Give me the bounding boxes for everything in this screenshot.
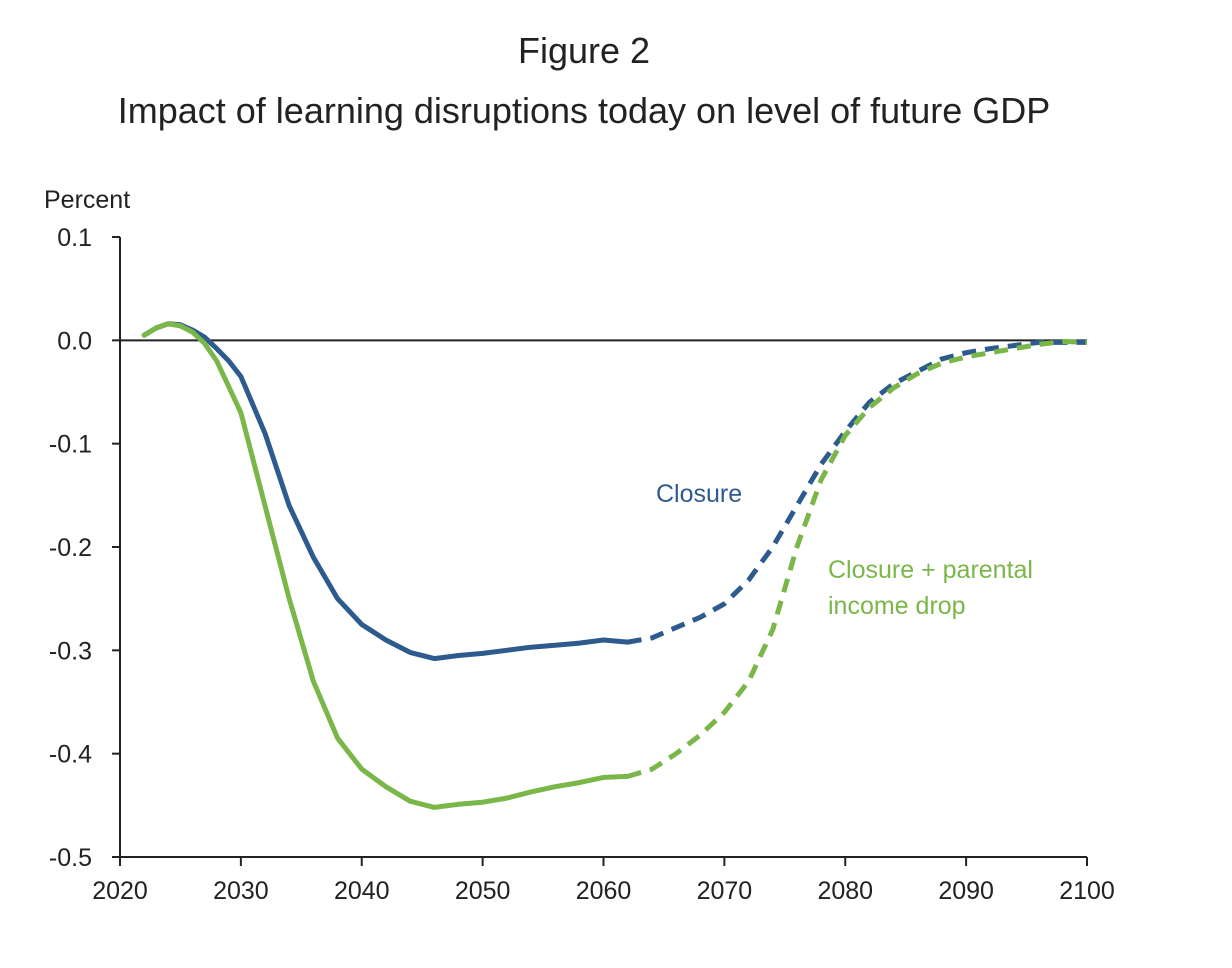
x-tick-label: 2060 [576,877,632,905]
x-tick-label: 2020 [92,877,148,905]
y-tick-label: -0.4 [49,741,92,769]
x-tick-label: 2040 [334,877,390,905]
x-tick-label: 2030 [213,877,269,905]
y-tick-label: -0.5 [49,844,92,872]
series-line-closure-projected [627,339,1087,645]
series-labels: Closure Closure + parental income drop [656,480,1033,620]
x-tick-label: 2090 [938,877,994,905]
series-label-closure-parental-income-line: income drop [828,592,966,620]
y-tick-label: -0.1 [49,431,92,459]
x-tick-label: 2050 [455,877,511,905]
series-line-closure-parental-income-actual [141,321,631,810]
y-tick-label: 0.1 [57,224,92,252]
series-label-closure-parental-income-line: Closure + parental [828,556,1033,584]
y-tick-label: 0.0 [57,327,92,355]
x-tick-label: 2100 [1059,877,1115,905]
y-axis-label: Percent [44,186,130,214]
x-tick-label: 2070 [697,877,753,905]
chart-title: Impact of learning disruptions today on … [117,90,1051,131]
y-tick-label: -0.2 [49,534,92,562]
y-tick-label: -0.3 [49,637,92,665]
series-line-closure-parental-income-projected [626,338,1088,779]
x-tick-label: 2080 [817,877,873,905]
series-line-closure-actual [141,321,631,662]
series-label-closure: Closure [656,480,742,508]
figure-label: Figure 2 [517,30,651,71]
series-group [141,321,1088,810]
